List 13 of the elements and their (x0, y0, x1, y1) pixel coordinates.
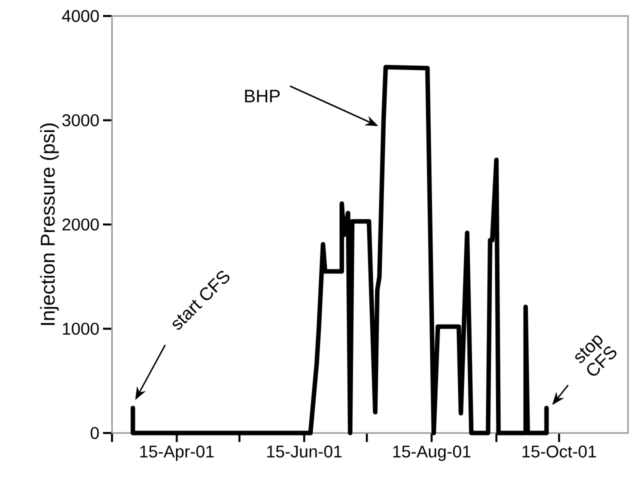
annotation: stop CFS (575, 335, 616, 376)
x-tick-label: 15-Apr-01 (140, 446, 214, 461)
y-tick-label: 0 (90, 426, 99, 440)
annotation: start CFS (172, 270, 230, 330)
y-tick-label: 1000 (62, 322, 99, 335)
x-tick-label: 15-Oct-01 (522, 446, 596, 458)
x-tick-label: 15-Jun-01 (267, 446, 342, 458)
y-tick-label: 4000 (62, 10, 99, 22)
annotation: BHP (245, 90, 280, 102)
x-tick-label: 15-Aug-01 (393, 446, 470, 461)
y-axis-title: Injection Pressure (psi) (40, 124, 59, 325)
y-tick-label: 2000 (62, 218, 99, 231)
y-tick-label: 3000 (62, 114, 99, 126)
